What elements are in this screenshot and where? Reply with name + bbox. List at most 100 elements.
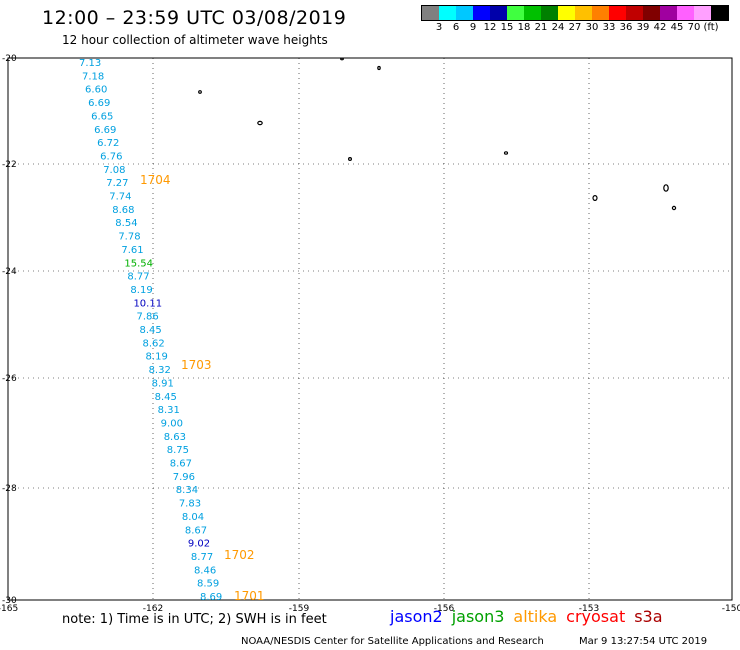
wave-height-value: 9.02 bbox=[188, 539, 210, 550]
wave-height-value: 8.04 bbox=[182, 512, 204, 523]
colorbar-swatch bbox=[660, 6, 677, 20]
wave-height-value: 7.13 bbox=[79, 58, 101, 69]
island-outline bbox=[348, 157, 353, 162]
wave-height-value: 7.96 bbox=[173, 472, 195, 483]
wave-height-value: 8.91 bbox=[152, 378, 174, 389]
satellite-legend: jason2 jason3 altika cryosat s3a bbox=[390, 607, 672, 626]
latitude-tick-label: -26 bbox=[2, 374, 17, 384]
colorbar-swatch bbox=[541, 6, 558, 20]
colorbar-label: 3 bbox=[435, 22, 443, 33]
wave-height-value: 6.65 bbox=[91, 111, 113, 122]
colorbar-label: 24 bbox=[551, 22, 565, 33]
latitude-tick-label: -30 bbox=[2, 596, 17, 606]
wave-height-value: 7.08 bbox=[103, 165, 125, 176]
colorbar-label: 45 bbox=[670, 22, 684, 33]
colorbar-swatch bbox=[575, 6, 592, 20]
colorbar-label: 42 bbox=[653, 22, 667, 33]
satellite-legend-item: altika bbox=[513, 607, 558, 626]
colorbar-swatch bbox=[677, 6, 694, 20]
map-subtitle: 12 hour collection of altimeter wave hei… bbox=[62, 33, 328, 47]
colorbar-label: 33 bbox=[602, 22, 616, 33]
wave-height-value: 7.83 bbox=[179, 499, 201, 510]
island-outline bbox=[503, 151, 509, 155]
wave-height-value: 8.63 bbox=[164, 432, 186, 443]
pass-time-label: 1704 bbox=[140, 173, 171, 187]
colorbar-swatch bbox=[439, 6, 456, 20]
wave-height-value: 8.19 bbox=[130, 285, 152, 296]
satellite-legend-item: jason2 bbox=[390, 607, 443, 626]
wave-height-value: 8.45 bbox=[140, 325, 162, 336]
pass-time-label: 1702 bbox=[224, 548, 255, 562]
colorbar-swatch bbox=[643, 6, 660, 20]
colorbar-label: 30 bbox=[585, 22, 599, 33]
satellite-legend-item: jason3 bbox=[451, 607, 505, 626]
map-frame bbox=[7, 57, 733, 601]
pass-time-label: 1703 bbox=[181, 358, 212, 372]
wave-height-value: 8.77 bbox=[191, 552, 213, 563]
latitude-tick-label: -28 bbox=[2, 484, 17, 494]
colorbar-label: 15 bbox=[500, 22, 514, 33]
colorbar-label: 36 bbox=[619, 22, 633, 33]
colorbar-label: (ft) bbox=[703, 22, 719, 33]
wave-height-value: 10.11 bbox=[133, 298, 162, 309]
colorbar-swatch bbox=[473, 6, 490, 20]
wave-height-value: 6.76 bbox=[100, 151, 122, 162]
colorbar-swatch bbox=[626, 6, 643, 20]
colorbar-swatch bbox=[592, 6, 609, 20]
longitude-tick-label: -159 bbox=[289, 604, 310, 614]
satellite-legend-item: cryosat bbox=[566, 607, 626, 626]
colorbar-swatch bbox=[711, 6, 728, 20]
island-outline bbox=[671, 205, 677, 211]
wave-height-value: 6.72 bbox=[97, 138, 119, 149]
island-outline bbox=[592, 195, 598, 202]
wave-height-value: 8.59 bbox=[197, 579, 219, 590]
wave-height-value: 8.68 bbox=[112, 205, 134, 216]
footnote: note: 1) Time is in UTC; 2) SWH is in fe… bbox=[62, 612, 327, 627]
colorbar-swatch bbox=[694, 6, 711, 20]
wave-height-value: 8.32 bbox=[149, 365, 171, 376]
wave-height-value: 8.75 bbox=[167, 445, 189, 456]
pass-time-label: 1701 bbox=[234, 589, 265, 603]
colorbar-swatch bbox=[558, 6, 575, 20]
colorbar-swatch bbox=[524, 6, 541, 20]
colorbar-label: 12 bbox=[483, 22, 497, 33]
island-outline bbox=[377, 65, 381, 71]
credit-line: NOAA/NESDIS Center for Satellite Applica… bbox=[241, 636, 544, 647]
wave-height-value: 8.67 bbox=[170, 459, 192, 470]
longitude-tick-label: -150 bbox=[722, 604, 740, 614]
longitude-tick-label: -153 bbox=[579, 604, 599, 614]
wave-height-value: 8.34 bbox=[176, 485, 198, 496]
wave-height-value: 7.74 bbox=[109, 192, 131, 203]
wave-height-value: 9.00 bbox=[161, 418, 183, 429]
colorbar-swatch bbox=[609, 6, 626, 20]
colorbar-swatch bbox=[422, 6, 439, 20]
wave-height-value: 8.31 bbox=[158, 405, 180, 416]
colorbar-swatch bbox=[456, 6, 473, 20]
colorbar-label: 6 bbox=[452, 22, 460, 33]
colorbar-label: 27 bbox=[568, 22, 582, 33]
wave-height-value: 8.19 bbox=[146, 352, 168, 363]
colorbar-swatch bbox=[507, 6, 524, 20]
wave-height-value: 6.69 bbox=[88, 98, 110, 109]
colorbar-label: 18 bbox=[517, 22, 531, 33]
longitude-tick-label: -165 bbox=[0, 604, 18, 614]
wave-height-value: 8.77 bbox=[127, 272, 149, 283]
latitude-tick-label: -20 bbox=[2, 54, 17, 64]
wave-height-value: 8.69 bbox=[200, 592, 222, 603]
wave-height-value: 15.54 bbox=[124, 258, 153, 269]
island-outline bbox=[663, 184, 669, 192]
colorbar-label: 9 bbox=[469, 22, 477, 33]
wave-height-value: 7.78 bbox=[118, 232, 140, 243]
wave-height-value: 7.86 bbox=[136, 312, 158, 323]
island-outline bbox=[198, 90, 202, 94]
latitude-tick-label: -22 bbox=[2, 160, 17, 170]
island-outline bbox=[340, 57, 344, 61]
wave-height-value: 8.54 bbox=[115, 218, 137, 229]
wave-height-value: 8.62 bbox=[143, 338, 165, 349]
longitude-tick-label: -156 bbox=[434, 604, 455, 614]
colorbar-label: 21 bbox=[534, 22, 548, 33]
colorbar-label: 70 bbox=[687, 22, 701, 33]
island-outline bbox=[257, 120, 263, 126]
wave-height-value: 7.18 bbox=[82, 71, 104, 82]
wave-height-value: 6.60 bbox=[85, 85, 107, 96]
